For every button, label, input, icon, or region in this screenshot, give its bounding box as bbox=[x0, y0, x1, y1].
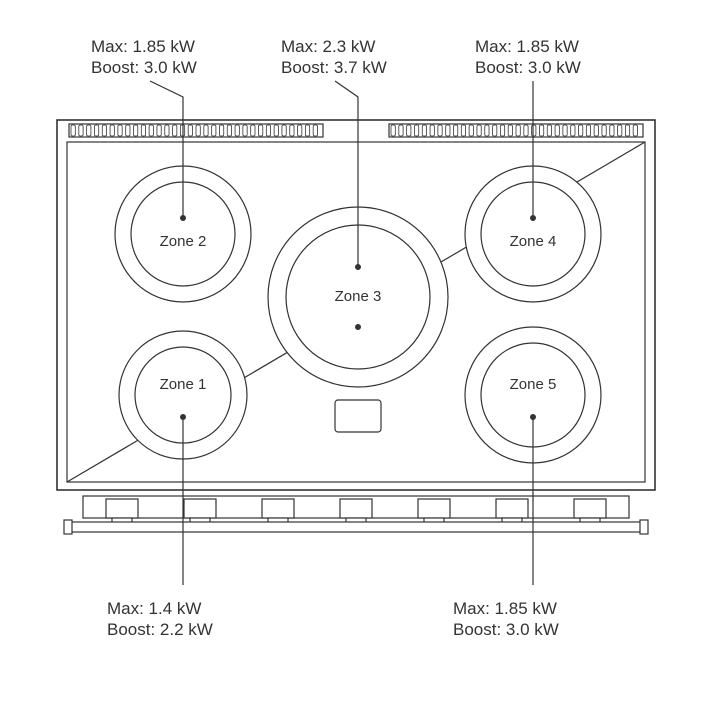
zone-4-max: Max: 1.85 kW bbox=[475, 37, 579, 56]
zone-5-boost: Boost: 3.0 kW bbox=[453, 620, 559, 639]
zone-4-label: Zone 4 bbox=[510, 233, 557, 250]
spec-zone-1: Max: 1.4 kW Boost: 2.2 kW bbox=[107, 598, 213, 641]
front-panel bbox=[64, 496, 648, 534]
spec-zone-2: Max: 1.85 kW Boost: 3.0 kW bbox=[91, 36, 197, 79]
spec-zone-4: Max: 1.85 kW Boost: 3.0 kW bbox=[475, 36, 581, 79]
zone-3-max: Max: 2.3 kW bbox=[281, 37, 375, 56]
zone-1-boost: Boost: 2.2 kW bbox=[107, 620, 213, 639]
zone-1-max: Max: 1.4 kW bbox=[107, 599, 201, 618]
zone-2-max: Max: 1.85 kW bbox=[91, 37, 195, 56]
zone-3-label: Zone 3 bbox=[335, 288, 382, 305]
zone-1-label: Zone 1 bbox=[160, 376, 207, 393]
zone-2-boost: Boost: 3.0 kW bbox=[91, 58, 197, 77]
spec-zone-3: Max: 2.3 kW Boost: 3.7 kW bbox=[281, 36, 387, 79]
zone-5-label: Zone 5 bbox=[510, 376, 557, 393]
control-display bbox=[335, 400, 381, 432]
spec-zone-5: Max: 1.85 kW Boost: 3.0 kW bbox=[453, 598, 559, 641]
zone-2-label: Zone 2 bbox=[160, 233, 207, 250]
zone-5-max: Max: 1.85 kW bbox=[453, 599, 557, 618]
zone-4-boost: Boost: 3.0 kW bbox=[475, 58, 581, 77]
bottom-rail bbox=[67, 522, 645, 532]
zone-3-boost: Boost: 3.7 kW bbox=[281, 58, 387, 77]
